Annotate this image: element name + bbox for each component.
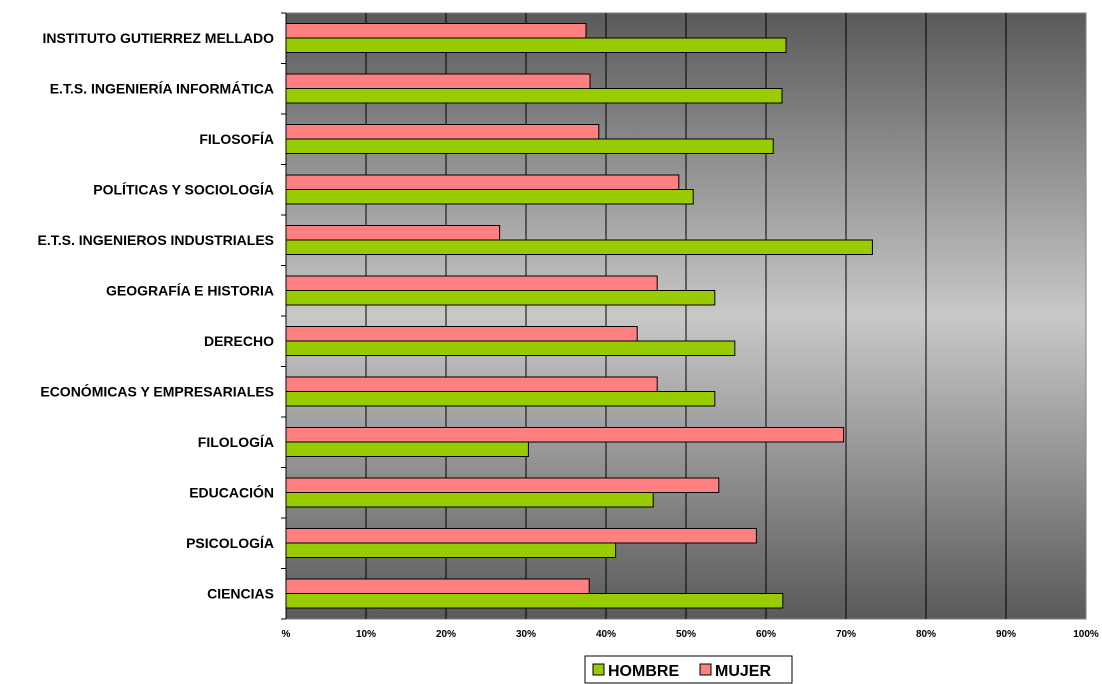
bar-mujer-8 [285,427,845,443]
x-tick-label: 50% [676,629,696,640]
category-label: PSICOLOGÍA [186,535,274,551]
x-tick-label: 40% [596,629,616,640]
bar-hombre-6 [285,340,736,356]
x-tick-label: 100% [1073,629,1099,640]
x-tick-label: 20% [436,629,456,640]
bars [285,23,873,609]
category-label: GEOGRAFÍA E HISTORIA [106,283,274,299]
bar-mujer-3 [285,174,680,190]
legend-box [584,655,793,684]
category-label: EDUCACIÓN [189,484,274,501]
x-tick-label: 80% [916,629,936,640]
category-labels: INSTITUTO GUTIERREZ MELLADO E.T.S. INGENI… [38,30,275,602]
x-tick-label: 60% [756,629,776,640]
category-label: E.T.S. INGENIERÍA INFORMÁTICA [50,81,274,97]
legend: HOMBRE MUJER [584,655,793,684]
bar-mujer-6 [285,326,638,342]
bar-mujer-9 [285,477,720,493]
bar-hombre-4 [285,239,873,255]
bar-hombre-9 [285,492,654,508]
bar-hombre-1 [285,88,783,104]
bar-mujer-5 [285,275,658,291]
x-axis-tick-labels: % 10% 20% 30% 40% 50% 60% 70% 80% 90% 100% [282,629,1099,640]
category-label: CIENCIAS [207,586,274,602]
bar-mujer-4 [285,225,501,241]
category-label: DERECHO [204,333,274,349]
x-tick-label: 10% [356,629,376,640]
x-tick-label: 70% [836,629,856,640]
gridlines [365,13,1007,619]
legend-swatch-mujer [699,663,712,676]
bar-mujer-10 [285,528,757,544]
category-label: E.T.S. INGENIEROS INDUSTRIALES [38,232,274,248]
bar-hombre-3 [285,189,694,205]
bar-mujer-11 [285,578,590,594]
x-tick-label: 90% [996,629,1016,640]
bar-mujer-7 [285,376,658,392]
bar-hombre-11 [285,593,784,609]
bar-hombre-10 [285,542,617,558]
bar-mujer-0 [285,23,587,39]
y-axis-ticks [281,12,286,620]
legend-label-mujer: MUJER [715,663,771,680]
x-tick-label: 30% [516,629,536,640]
legend-label-hombre: HOMBRE [608,663,679,680]
category-label: POLÍTICAS Y SOCIOLOGÍA [93,182,274,198]
bar-hombre-8 [285,441,529,457]
legend-swatch-hombre [592,663,605,676]
x-tick-label: % [282,629,291,640]
bar-mujer-1 [285,73,591,89]
category-label: INSTITUTO GUTIERREZ MELLADO [42,30,274,46]
category-label: FILOLOGÍA [198,434,274,450]
bar-hombre-2 [285,138,774,154]
bar-hombre-0 [285,37,787,53]
category-label: ECONÓMICAS Y EMPRESARIALES [40,383,274,400]
bar-hombre-7 [285,391,716,407]
category-label: FILOSOFÍA [199,131,274,147]
bar-hombre-5 [285,290,716,306]
bar-mujer-2 [285,124,600,140]
